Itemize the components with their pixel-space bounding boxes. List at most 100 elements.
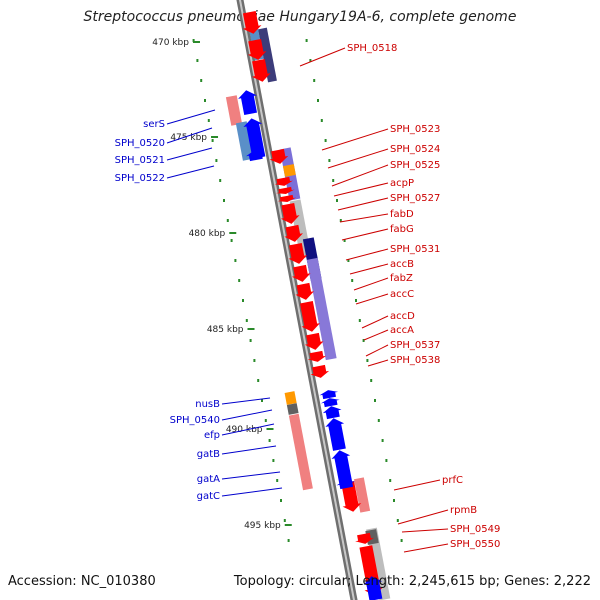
ruler-dot-right bbox=[309, 59, 312, 62]
ruler-dot-left bbox=[204, 99, 206, 102]
ruler-dot-right bbox=[347, 259, 350, 262]
forward-leader-line bbox=[321, 128, 389, 151]
ruler-dot-left bbox=[272, 459, 275, 462]
reverse-gene-label: gatB bbox=[197, 449, 220, 460]
reverse-gene-arrow bbox=[322, 406, 342, 420]
forward-leader-line bbox=[331, 164, 389, 187]
reverse-gene-arrow bbox=[246, 150, 265, 162]
genome-backbone bbox=[236, 0, 358, 600]
ruler-dot-right bbox=[400, 539, 403, 542]
forward-gene-arrow bbox=[247, 38, 267, 60]
backbone-highlight bbox=[238, 0, 356, 600]
ruler-dot-right bbox=[328, 159, 331, 162]
ruler-dot-right bbox=[377, 419, 380, 422]
forward-leader-line bbox=[327, 148, 389, 169]
gene-labels: SPH_0518 SPH_0523 SPH_0524 SPH_0525 acpP SPH_… bbox=[115, 43, 501, 550]
reverse-gene-arrow bbox=[363, 576, 383, 600]
forward-leader-line bbox=[299, 47, 346, 67]
label-leader-lines bbox=[166, 47, 449, 553]
forward-gene-label: accB bbox=[390, 259, 414, 270]
forward-gene-arrow bbox=[274, 176, 293, 186]
ruler-dot-right bbox=[351, 279, 354, 282]
forward-gene-label: fabG bbox=[390, 224, 414, 235]
ruler-dot-left bbox=[268, 439, 271, 442]
reverse-leader-line bbox=[221, 409, 273, 421]
reverse-leader-line bbox=[166, 147, 213, 161]
forward-gene-label: SPH_0537 bbox=[390, 340, 440, 351]
forward-gene-arrow bbox=[300, 301, 321, 332]
forward-gene-arrow bbox=[307, 350, 327, 362]
reverse-gene-label: gatA bbox=[197, 474, 220, 485]
forward-gene-label: accA bbox=[390, 325, 414, 336]
forward-gene-arrow bbox=[355, 532, 374, 544]
forward-gene-label: accC bbox=[390, 289, 414, 300]
forward-gene-arrow bbox=[276, 186, 295, 194]
forward-gene-label: SPH_0549 bbox=[450, 524, 500, 535]
feature-bar bbox=[257, 27, 277, 83]
accession-text: Accession: NC_010380 bbox=[8, 574, 156, 589]
ruler-dot-right bbox=[396, 519, 399, 522]
forward-leader-line bbox=[403, 543, 449, 553]
reverse-gene-arrow bbox=[331, 450, 353, 485]
ruler-dot-right bbox=[320, 119, 323, 122]
forward-gene-arrow bbox=[295, 282, 314, 300]
ruler-dot-right bbox=[381, 439, 384, 442]
ruler-dot-left bbox=[238, 279, 241, 282]
forward-gene-label: SPH_0531 bbox=[390, 244, 440, 255]
forward-gene-arrow bbox=[291, 264, 311, 282]
ruler-dot-left bbox=[207, 119, 210, 122]
forward-gene-arrow bbox=[341, 481, 362, 512]
forward-leader-line bbox=[341, 228, 389, 241]
ruler-dot-right bbox=[362, 339, 365, 342]
reverse-gene-arrow bbox=[238, 90, 258, 116]
ruler-dot-left bbox=[223, 199, 225, 202]
reverse-leader-line bbox=[221, 423, 275, 436]
kbp-label: 485 kbp bbox=[207, 325, 244, 335]
ruler-dot-left bbox=[283, 519, 286, 522]
reverse-leader-line bbox=[221, 445, 277, 455]
ruler-dot-left bbox=[249, 339, 252, 342]
ruler-dot-right bbox=[336, 199, 338, 202]
ruler-dot-left bbox=[264, 419, 267, 422]
reverse-gene-label: SPH_0522 bbox=[115, 173, 165, 184]
ruler-dot-right bbox=[355, 299, 357, 302]
feature-bar bbox=[282, 164, 296, 177]
forward-gene-arrow bbox=[284, 224, 303, 242]
gene-arrows bbox=[238, 10, 384, 600]
forward-leader-line bbox=[363, 329, 389, 341]
feature-bar bbox=[306, 257, 337, 361]
ruler-dot-right bbox=[366, 359, 369, 362]
forward-leader-line bbox=[333, 182, 389, 197]
reverse-gene-label: gatC bbox=[197, 491, 220, 502]
ruler-dot-right bbox=[305, 39, 308, 42]
forward-gene-label: fabD bbox=[390, 209, 414, 220]
forward-gene-label: accD bbox=[390, 311, 415, 322]
reverse-gene-label: SPH_0520 bbox=[115, 138, 165, 149]
ruler-dot-right bbox=[332, 179, 335, 182]
ruler-dot-right bbox=[389, 479, 392, 482]
ruler-dot-right bbox=[339, 219, 342, 222]
reverse-leader-line bbox=[221, 487, 283, 497]
forward-leader-line bbox=[345, 248, 389, 261]
feature-bar bbox=[286, 403, 299, 415]
forward-gene-arrow bbox=[288, 242, 308, 264]
ruler-dot-left bbox=[242, 299, 244, 302]
forward-gene-label: rpmB bbox=[450, 505, 477, 516]
ruler-dot-right bbox=[393, 499, 395, 502]
forward-leader-line bbox=[339, 213, 389, 223]
feature-bar bbox=[353, 477, 371, 513]
forward-gene-arrow bbox=[269, 148, 289, 164]
forward-leader-line bbox=[393, 479, 441, 491]
kbp-label: 495 kbp bbox=[244, 521, 281, 531]
ruler-dot-left bbox=[226, 219, 229, 222]
forward-leader-line bbox=[397, 509, 449, 525]
reverse-gene-arrow bbox=[243, 118, 266, 159]
reverse-leader-line bbox=[166, 165, 215, 179]
ruler-dot-right bbox=[374, 399, 376, 402]
ruler-dot-left bbox=[196, 59, 199, 62]
forward-leader-line bbox=[401, 528, 449, 533]
forward-gene-arrow bbox=[304, 332, 324, 350]
forward-leader-line bbox=[349, 263, 389, 275]
